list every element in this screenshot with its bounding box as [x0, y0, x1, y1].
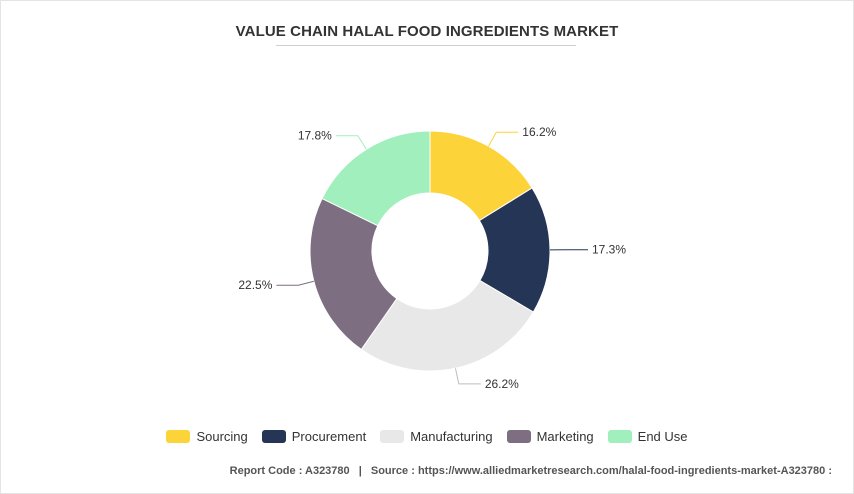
chart-legend: Sourcing Procurement Manufacturing Marketin…: [0, 429, 854, 444]
leader-line-manufacturing: [454, 368, 481, 385]
legend-item-sourcing[interactable]: Sourcing: [166, 429, 248, 444]
leader-line-marketing: [276, 280, 314, 286]
legend-swatch: [607, 430, 632, 443]
report-code: Report Code : A323780: [229, 465, 350, 477]
source-footer: Report Code : A323780 | Source : https:/…: [230, 465, 832, 477]
legend-swatch: [166, 430, 191, 443]
data-label-manufacturing: 26.2%: [485, 377, 519, 391]
title-underline: [276, 45, 576, 46]
legend-item-procurement[interactable]: Procurement: [261, 429, 367, 444]
data-label-procurement: 17.3%: [592, 243, 626, 257]
chart-title: VALUE CHAIN HALAL FOOD INGREDIENTS MARKE…: [235, 23, 619, 40]
slice-end-use[interactable]: [321, 130, 431, 227]
legend-item-marketing[interactable]: Marketing: [506, 429, 594, 444]
legend-swatch: [506, 430, 531, 443]
legend-label: Sourcing: [196, 429, 248, 444]
leader-line-sourcing: [488, 131, 519, 147]
leader-line-end-use: [335, 135, 367, 150]
data-label-end-use: 17.8%: [298, 129, 332, 143]
slice-marketing[interactable]: [309, 197, 398, 351]
legend-swatch: [261, 430, 286, 443]
slice-procurement[interactable]: [478, 187, 551, 313]
slice-manufacturing[interactable]: [360, 279, 534, 372]
legend-item-manufacturing[interactable]: Manufacturing: [380, 429, 493, 444]
data-label-sourcing: 16.2%: [522, 125, 556, 139]
source-link[interactable]: Source : https://www.alliedmarketresearc…: [370, 465, 832, 477]
legend-item-end-use[interactable]: End Use: [607, 429, 688, 444]
legend-swatch: [380, 430, 405, 443]
data-label-marketing: 22.5%: [238, 278, 272, 292]
legend-label: Procurement: [291, 429, 367, 444]
legend-label: Manufacturing: [410, 429, 493, 444]
footer-separator: |: [358, 465, 362, 477]
legend-label: Marketing: [536, 429, 594, 444]
legend-label: End Use: [637, 429, 688, 444]
